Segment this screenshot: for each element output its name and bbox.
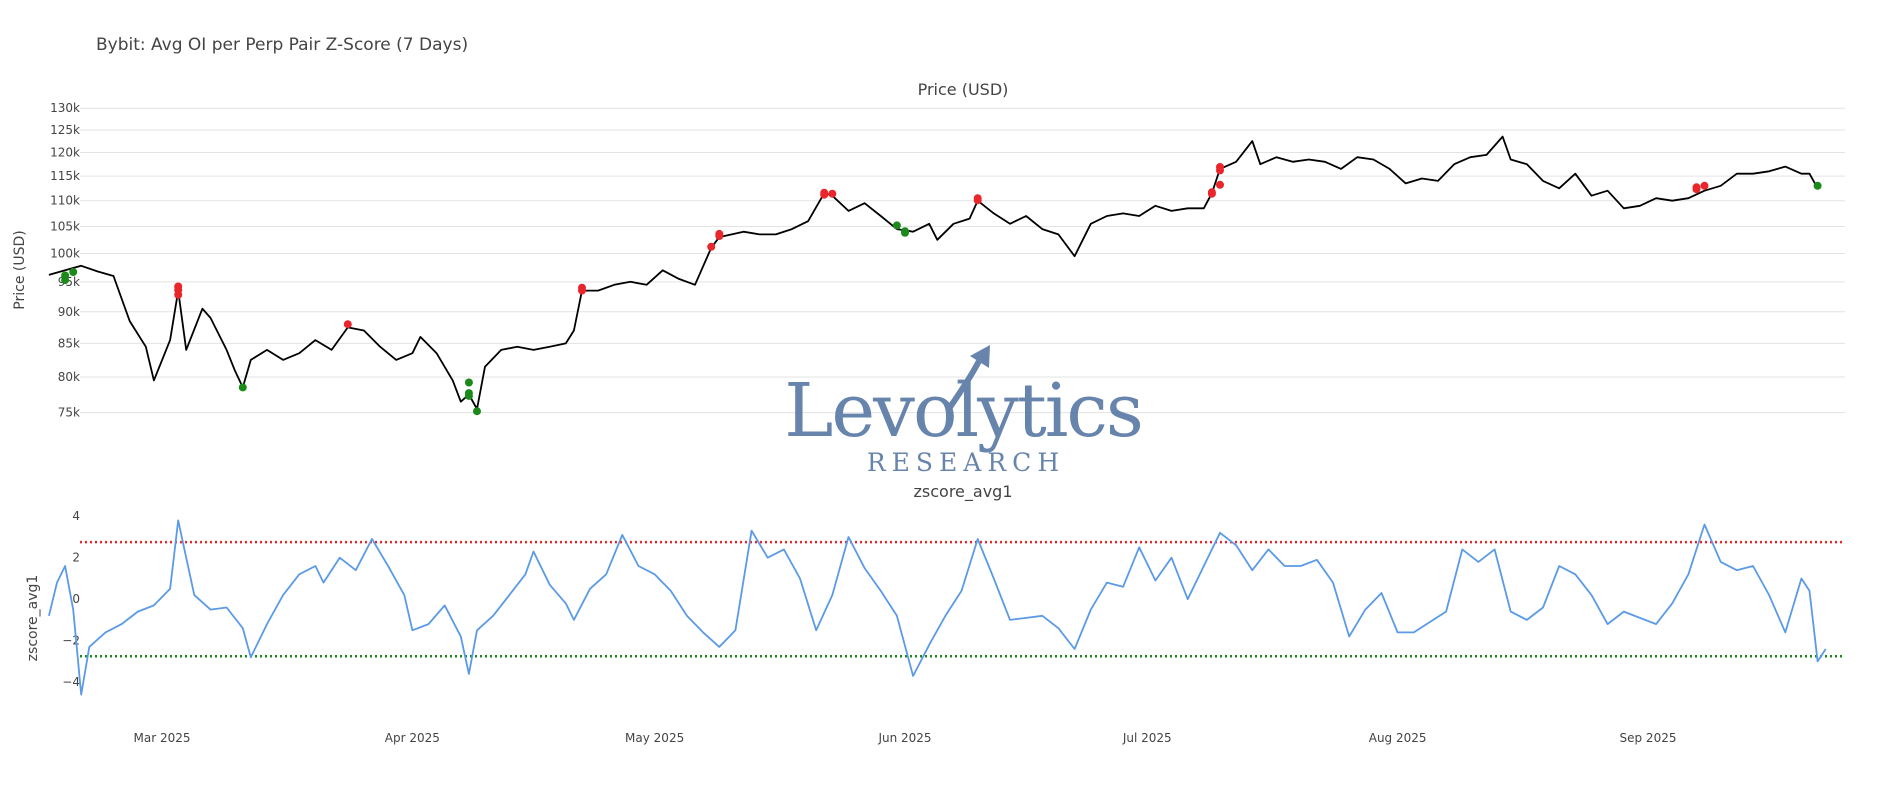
price-y-tick-label: 110k <box>50 194 80 208</box>
price-y-tick-label: 100k <box>50 246 80 260</box>
sell-signal-marker <box>1216 180 1224 189</box>
buy-signal-marker <box>1813 181 1822 190</box>
buy-signal-marker <box>901 228 909 237</box>
x-tick-label: Aug 2025 <box>1369 731 1427 745</box>
price-y-tick-label: 105k <box>50 219 80 233</box>
zscore-y-tick-label: 0 <box>72 592 80 606</box>
price-y-tick-label: 75k <box>58 406 80 420</box>
price-y-tick-label: 85k <box>58 336 80 350</box>
watermark-brand: Levolytics <box>784 368 1142 454</box>
price-y-tick-label: 90k <box>58 305 80 319</box>
zscore-panel-subtitle: zscore_avg1 <box>914 482 1013 502</box>
x-tick-label: Jun 2025 <box>877 731 931 745</box>
price-panel-subtitle: Price (USD) <box>918 80 1009 99</box>
sell-signal-marker <box>828 189 837 198</box>
x-tick-label: Apr 2025 <box>385 731 440 745</box>
sell-signal-marker <box>973 194 982 203</box>
sell-signal-marker <box>1216 163 1224 171</box>
x-tick-label: Mar 2025 <box>134 731 191 745</box>
buy-signal-marker <box>238 383 247 392</box>
watermark-tagline: RESEARCH <box>867 448 1065 477</box>
sell-signal-marker <box>343 320 352 329</box>
price-y-tick-label: 95k <box>58 275 80 289</box>
buy-signal-marker <box>473 407 481 416</box>
sell-signal-marker <box>1692 183 1701 192</box>
buy-signal-marker <box>892 221 901 230</box>
zscore-y-axis-title: zscore_avg1 <box>25 575 41 662</box>
sell-signal-marker <box>707 242 716 251</box>
price-y-axis-title: Price (USD) <box>12 230 28 309</box>
chart-title: Bybit: Avg OI per Perp Pair Z-Score (7 D… <box>96 35 468 55</box>
zscore-threshold-lines <box>80 540 1845 658</box>
price-y-tick-label: 120k <box>50 146 80 160</box>
buy-signal-marker <box>464 378 473 387</box>
levolytics-watermark: Levolytics RESEARCH <box>784 345 1144 477</box>
x-tick-label: Sep 2025 <box>1620 731 1677 745</box>
sell-signal-marker <box>578 283 586 292</box>
price-signal-markers <box>61 163 1822 416</box>
price-y-tick-labels: 75k 80k 85k 90k 95k 100k 105k 110k 115k 120k 125k 1… <box>50 101 80 419</box>
x-axis-tick-labels: Mar 2025 Apr 2025 May 2025 Jun 2025 Jul 2025… <box>134 731 1677 745</box>
buy-signal-marker <box>69 268 78 276</box>
x-tick-label: May 2025 <box>625 731 684 745</box>
price-y-tick-label: 115k <box>50 169 80 183</box>
buy-signal-marker <box>61 271 70 280</box>
zscore-y-tick-label: 4 <box>72 509 80 523</box>
sell-signal-marker <box>820 188 829 197</box>
price-panel: 75k 80k 85k 90k 95k 100k 105k 110k 115k 120k 125k 1… <box>12 80 1845 420</box>
zscore-y-tick-label: −4 <box>62 675 80 689</box>
sell-signal-marker <box>174 290 183 299</box>
zscore-line <box>48 519 1827 696</box>
sell-signal-marker <box>715 229 724 238</box>
zscore-y-tick-label: 2 <box>72 551 80 565</box>
price-y-tick-label: 80k <box>58 370 80 384</box>
buy-signal-marker <box>464 391 473 400</box>
sell-signal-marker <box>1207 189 1216 198</box>
price-y-tick-label: 125k <box>50 123 80 137</box>
arrow-icon <box>970 345 990 368</box>
sell-signal-marker <box>1700 181 1709 190</box>
price-gridlines <box>80 107 1845 414</box>
zscore-series <box>48 519 1827 696</box>
price-y-tick-label: 130k <box>50 101 80 115</box>
x-tick-label: Jul 2025 <box>1122 731 1172 745</box>
